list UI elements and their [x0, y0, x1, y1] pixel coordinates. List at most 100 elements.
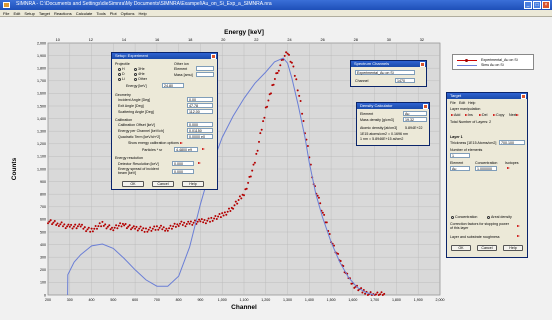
mass-field[interactable]	[196, 72, 214, 77]
experimental-data-point	[56, 222, 59, 225]
target-menu-edit[interactable]: Edit	[459, 101, 466, 105]
density-element-field[interactable]: Au	[403, 111, 427, 116]
experimental-data-point	[52, 221, 55, 224]
menu-calculate[interactable]: Calculate	[75, 11, 93, 16]
show-calibration-options[interactable]: Show energy calibration options	[128, 141, 183, 145]
channel-field[interactable]: 1470	[395, 78, 415, 83]
help-button[interactable]: Help	[182, 181, 204, 187]
close-icon[interactable]	[420, 61, 425, 67]
target-ok-button[interactable]: OK	[451, 245, 471, 251]
areal-density-radio[interactable]: Areal density	[487, 215, 512, 219]
experimental-data-point	[240, 197, 243, 200]
energy-label: Energy [keV]	[126, 84, 147, 88]
menu-file[interactable]: File	[3, 11, 10, 16]
copy-layer-button[interactable]: Copy	[493, 113, 504, 117]
energy-per-channel-label: Energy per Channel [keV/ch]	[118, 129, 164, 133]
experimental-data-point	[60, 221, 63, 224]
minimize-icon[interactable]: _	[524, 1, 532, 9]
insert-layer-button[interactable]: Ins	[465, 113, 473, 117]
x-tick-label: 1,800	[392, 298, 401, 302]
menu-target[interactable]: Target	[38, 11, 50, 16]
menu-options[interactable]: Options	[120, 11, 135, 16]
legend-swatch-simulated	[457, 65, 477, 66]
element-cell[interactable]: Au	[450, 166, 470, 171]
arrow-right-icon[interactable]	[198, 162, 201, 164]
close-icon[interactable]	[423, 103, 428, 109]
column-isotopes: Isotopes	[505, 161, 519, 165]
experimental-data-point	[317, 196, 320, 199]
num-elements-field[interactable]: 1	[450, 153, 470, 158]
add-layer-button[interactable]: Add	[451, 113, 460, 117]
menu-edit[interactable]: Edit	[13, 11, 21, 16]
quadratic-term-field[interactable]: 0.0000 e0	[187, 134, 213, 139]
radio-4he[interactable]: 4He	[134, 72, 145, 76]
menu-plot[interactable]: Plot	[109, 11, 117, 16]
radio-other[interactable]: Other	[134, 77, 147, 81]
cal-offset-field[interactable]: 0.000	[187, 122, 213, 127]
close-icon[interactable]: ×	[542, 1, 550, 9]
element-field[interactable]	[196, 66, 214, 71]
experimental-data-point	[255, 152, 258, 155]
radio-li[interactable]: Li	[118, 77, 125, 81]
experimental-data-point	[192, 221, 195, 224]
thickness-label: Thickness [1E15 Atoms/cm2]	[450, 141, 497, 145]
element-label: Element	[174, 67, 188, 71]
x-tick-label: 1,700	[370, 298, 379, 302]
arrow-right-icon[interactable]	[517, 235, 520, 237]
exit-angle-field[interactable]: 47.78	[187, 103, 213, 108]
target-cancel-button[interactable]: Cancel	[477, 245, 497, 251]
radio-d[interactable]: D	[118, 72, 125, 76]
menu-help[interactable]: Help	[138, 11, 147, 16]
experimental-data-point	[262, 120, 265, 123]
maximize-icon[interactable]: □	[533, 1, 541, 9]
radio-3he[interactable]: 3He	[134, 67, 145, 71]
experimental-data-point	[104, 223, 107, 226]
total-layers-label: Total Number of Layers: 2	[450, 120, 492, 124]
close-icon[interactable]	[211, 53, 216, 59]
menu-setup[interactable]: Setup	[24, 11, 35, 16]
detector-resolution-field[interactable]: 0.000	[172, 161, 194, 166]
y-tick-label: 800	[40, 193, 46, 197]
y-tick-label: 1,000	[37, 167, 46, 171]
close-icon[interactable]	[521, 93, 526, 99]
menu-tools[interactable]: Tools	[96, 11, 106, 16]
experimental-data-point	[100, 225, 103, 228]
experimental-data-point	[101, 220, 104, 223]
energy-field[interactable]: 24.80	[162, 83, 184, 88]
target-menu-file[interactable]: File	[450, 101, 456, 105]
radio-h[interactable]: H	[118, 67, 125, 71]
concentration-cell[interactable]: 1.000000	[475, 166, 497, 171]
experimental-data-point	[131, 226, 134, 229]
arrow-right-icon[interactable]	[517, 225, 520, 227]
experimental-data-point	[290, 61, 293, 64]
experimental-data-point	[64, 227, 67, 230]
thickness-field[interactable]: 700.100	[499, 140, 525, 145]
experimental-data-point	[366, 294, 369, 296]
experimental-data-point	[196, 220, 199, 223]
experimental-data-point	[256, 149, 259, 152]
target-menu-help[interactable]: Help	[468, 101, 476, 105]
energy-per-channel-field[interactable]: 0.01150	[187, 128, 213, 133]
mass-density-field[interactable]: 19.32	[403, 117, 427, 122]
delete-layer-button[interactable]: Del	[479, 113, 487, 117]
cancel-button[interactable]: Cancel	[152, 181, 174, 187]
ok-button[interactable]: OK	[122, 181, 144, 187]
y-tick-label: 200	[40, 268, 46, 272]
menu-reactions[interactable]: Reactions	[53, 11, 72, 16]
next-layer-button[interactable]: Next	[509, 113, 520, 117]
experimental-data-point	[247, 181, 250, 184]
experimental-data-point	[136, 229, 139, 232]
experimental-data-point	[200, 218, 203, 221]
target-help-button[interactable]: Help	[503, 245, 523, 251]
concentration-radio[interactable]: Concentration	[451, 215, 477, 219]
arrow-right-icon[interactable]	[202, 148, 205, 150]
energy-spread-field[interactable]: 0.000	[172, 169, 194, 174]
particles-sr-field[interactable]: 4.4800 e9	[174, 147, 198, 152]
scattering-angle-field[interactable]: 112.00	[187, 109, 213, 114]
experimental-data-point	[232, 207, 235, 210]
isotopes-arrow-icon[interactable]	[507, 167, 510, 169]
spectrum-select[interactable]: Experimental_Au on Si	[355, 70, 415, 75]
experimental-data-point	[293, 74, 296, 77]
experimental-data-point	[249, 175, 252, 178]
incident-angle-field[interactable]: 0.00	[187, 97, 213, 102]
